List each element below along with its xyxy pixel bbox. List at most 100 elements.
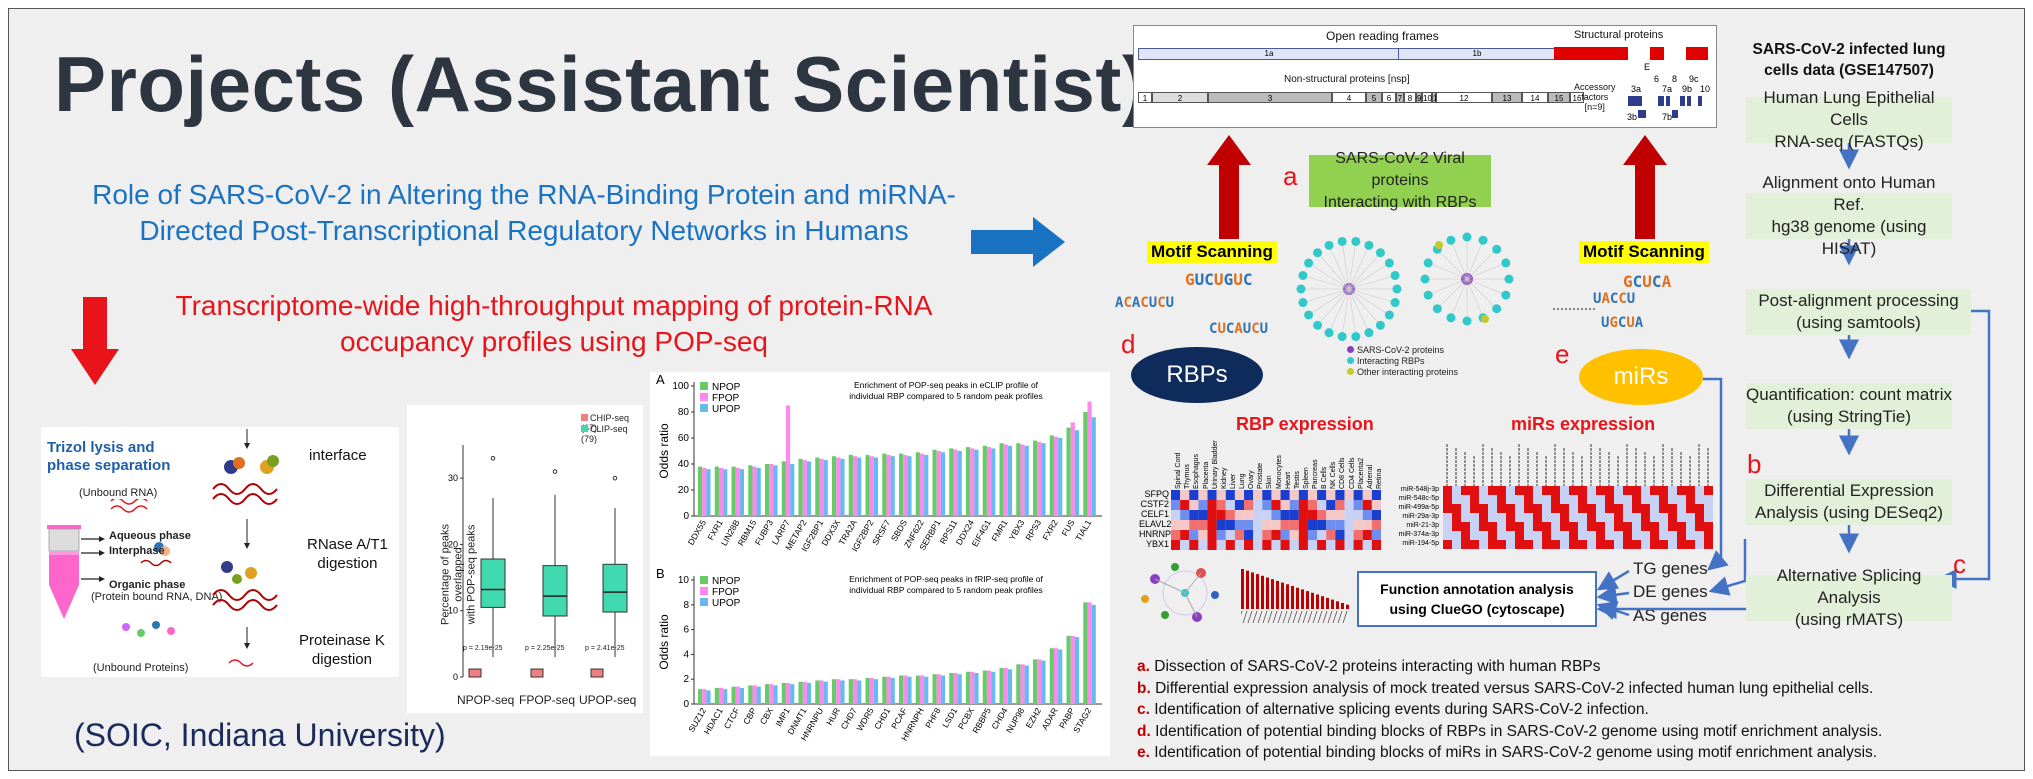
- chart-title-B: individual RBP compared to 5 random peak…: [849, 585, 1043, 595]
- cluego-bar: [1256, 574, 1259, 609]
- bar-B-fpop: [852, 679, 858, 704]
- mir-heat-cell: [1542, 540, 1551, 549]
- mir-heat-cell: [1569, 495, 1578, 504]
- mir-heat-cell: [1560, 531, 1569, 540]
- mir-heat-cell: [1569, 522, 1578, 531]
- mir-heat-cell: [1686, 540, 1695, 549]
- summary-text-d: Identification of potential binding bloc…: [1155, 722, 1883, 740]
- bar-B-upop: [940, 675, 946, 704]
- svg-text:GCUCA: GCUCA: [1623, 272, 1672, 291]
- bar-B-fpop: [1070, 635, 1075, 704]
- rbp-heat-cell: [1171, 530, 1181, 540]
- legend-clipseq: CLIP-seq (79): [581, 424, 643, 444]
- network-node: [1364, 240, 1374, 250]
- mir-heat-cell: [1677, 486, 1686, 495]
- red-line-1: Transcriptome-wide high-throughput mappi…: [175, 290, 933, 321]
- mir-heat-cell: [1452, 513, 1461, 522]
- svg-text:UACCU: UACCU: [1593, 291, 1635, 307]
- rbp-heat-cell: [1234, 500, 1245, 510]
- rbp-heat-cell: [1371, 500, 1381, 510]
- acc-e: E: [1644, 62, 1651, 72]
- mir-heat-cell: [1506, 513, 1515, 522]
- acc-10: 10: [1700, 84, 1711, 94]
- bar-B-fpop: [919, 675, 925, 704]
- network-edge: [1348, 288, 1390, 316]
- legend-swatch-npop: [700, 576, 708, 584]
- bar-A-upop: [806, 461, 812, 516]
- bar-B-fpop: [869, 677, 874, 704]
- mir-heat-cell: [1668, 513, 1677, 522]
- mir-heat-cell: [1677, 513, 1686, 522]
- rbp-heat-cell: [1198, 520, 1208, 530]
- cluego-bar: [1311, 592, 1314, 609]
- digestion-steps-icon: [212, 429, 279, 667]
- mir-heat-cell: [1515, 522, 1524, 531]
- bar-B-npop: [731, 686, 736, 704]
- rbp-heat-cell: [1362, 520, 1372, 530]
- network-edge: [1348, 288, 1370, 333]
- rbp-heat-cell: [1253, 540, 1263, 550]
- bar-B-npop: [815, 680, 820, 704]
- rbp-heat-cell: [1362, 530, 1372, 540]
- bar-B-upop: [723, 689, 728, 704]
- mir-heat-cell: [1461, 504, 1470, 513]
- legend-swatch-fpop: [700, 393, 708, 401]
- network-node: [1462, 232, 1472, 242]
- chipseq-box: [590, 668, 604, 678]
- rbp-heat-cell: [1244, 530, 1254, 540]
- network-edge: [1348, 288, 1381, 326]
- bar-B-upop: [806, 682, 812, 704]
- rbp-col-label: B Cells: [1321, 466, 1329, 489]
- bar-B-upop: [873, 679, 879, 704]
- bar-B-npop: [1083, 602, 1088, 704]
- svg-text:CUCAUCU: CUCAUCU: [1209, 321, 1268, 337]
- bar-A-fpop: [986, 447, 992, 516]
- bar-B-upop: [974, 673, 979, 704]
- cluego-tick: [1317, 610, 1323, 624]
- cluego-bar: [1286, 584, 1289, 609]
- mir-heat-cell: [1542, 513, 1551, 522]
- rbp-heat-cell: [1307, 490, 1318, 500]
- flow-step-5: Differential Expression Analysis (using D…: [1746, 479, 1952, 525]
- mir-heat-cell: [1452, 495, 1461, 504]
- cluego-tick: [1257, 610, 1263, 624]
- chart-title-B: Enrichment of POP-seq peaks in fRIP-seq …: [849, 574, 1043, 584]
- struct-m: M: [1650, 47, 1664, 60]
- mir-heat-cell: [1488, 531, 1497, 540]
- rbp-heat-cell: [1371, 490, 1381, 500]
- rbp-heat-cell: [1189, 490, 1199, 500]
- bar-B-fpop: [953, 673, 958, 704]
- mir-heat-cell: [1677, 531, 1686, 540]
- legend-swatch-npop: [700, 382, 708, 390]
- rbp-heat-cell: [1371, 530, 1381, 540]
- acc-7a: 7a: [1662, 84, 1673, 94]
- cluego-tick: [1307, 610, 1313, 624]
- legend-label-npop: NPOP: [712, 382, 741, 393]
- bar-A-upop: [957, 451, 962, 516]
- cluego-tick: [1342, 610, 1348, 624]
- mir-heat-cell: [1461, 531, 1470, 540]
- cluego-tick: [1272, 610, 1278, 624]
- legend-clipseq-label: CLIP-seq (79): [581, 424, 628, 444]
- clipseq-box: [602, 563, 628, 613]
- rbp-heat-cell: [1234, 520, 1245, 530]
- ytick-label: 8: [683, 600, 689, 611]
- mir-heat-cell: [1533, 522, 1542, 531]
- cluego-bar: [1261, 575, 1264, 609]
- network-legend-label-3: Other interacting proteins: [1357, 367, 1459, 377]
- mir-heat-cell: [1479, 504, 1488, 513]
- mir-heat-cell: [1479, 486, 1488, 495]
- flow-step-3-line-1: Post-alignment processing: [1758, 291, 1959, 310]
- network-edge: [1302, 288, 1350, 303]
- rbp-heat-cell: [1307, 530, 1318, 540]
- rbp-col-label: Thymus: [1184, 464, 1192, 489]
- summary-text-a: Dissection of SARS-CoV-2 proteins intera…: [1154, 658, 1601, 675]
- cluego-tick: [1241, 610, 1243, 616]
- bar-A-fpop: [735, 467, 740, 516]
- nsp-5: 5: [1366, 92, 1382, 103]
- network-edge: [1466, 278, 1497, 309]
- summary-letter-a: a.: [1137, 658, 1150, 675]
- rbp-heat-cell: [1317, 510, 1327, 520]
- category-label: CBP: [741, 706, 759, 726]
- bar-B-npop: [915, 675, 920, 704]
